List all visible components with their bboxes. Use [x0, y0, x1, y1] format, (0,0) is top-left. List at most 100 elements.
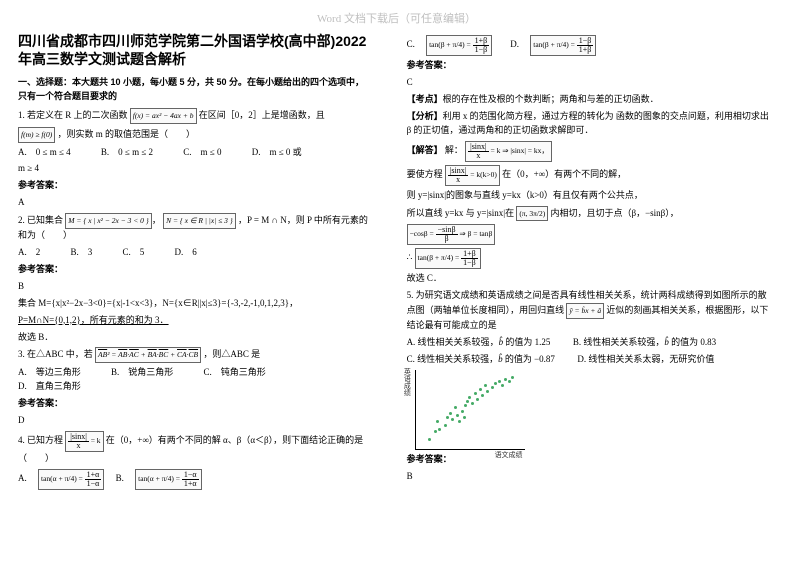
- scatter-dot: [511, 376, 514, 379]
- q4l2b: 在（0，+∞）有两个不同的解，: [502, 169, 626, 179]
- q4-den: x: [68, 442, 89, 450]
- q2-ans-label: 参考答案：: [18, 263, 371, 277]
- q4l2d: x: [448, 176, 469, 184]
- q4-fx-text: 利用 x 的范围化简方程，通过方程的转化为 函数的图象的交点问题，利用相切求出 …: [407, 111, 769, 135]
- q4-Dden: 1+β: [577, 46, 594, 54]
- q3-C: C. 钝角三角形: [204, 366, 266, 380]
- q3-options: A. 等边三角形 B. 锐角三角形 C. 钝角三角形 D. 直角三角形: [18, 366, 371, 394]
- page-columns: 四川省成都市四川师范学院第二外国语学校(高中部)2022 年高三数学文测试题含解…: [0, 32, 793, 552]
- q4-Bpre: B.: [116, 473, 133, 483]
- scatter-dot: [464, 404, 467, 407]
- scatter-dot: [476, 398, 479, 401]
- q5-B: B. 线性相关关系较强，: [573, 337, 665, 347]
- scatter-dot: [428, 438, 431, 441]
- q2-exp2: P=M∩N={0,1,2}，所有元素的和为 3．: [18, 314, 371, 328]
- q1-B: B. 0 ≤ m ≤ 2: [101, 146, 153, 160]
- scatter-dot: [463, 416, 466, 419]
- q2-C: C. 5: [123, 246, 145, 260]
- q5-reg: ŷ = b̂x + â: [566, 303, 604, 319]
- q4-jd-label: 【解答】: [407, 145, 443, 155]
- scatter-dot: [449, 412, 452, 415]
- q1-ans-label: 参考答案：: [18, 179, 371, 193]
- q2-ans: B: [18, 280, 371, 294]
- q5-stem: 5. 为研究语文成绩和英语成绩之间是否具有线性相关关系，统计两科成绩得到如图所示…: [407, 289, 775, 333]
- q4l1m: = k ⇒ |sinx| = kx，: [491, 146, 549, 155]
- q2-D: D. 6: [175, 246, 197, 260]
- scatter-dot: [479, 388, 482, 391]
- scatter-dot: [466, 400, 469, 403]
- q4-Aexp: tan(α + π/4) = 1+α1−α: [38, 469, 104, 490]
- q4-jd1: 【解答】 解： |sinx|x = k ⇒ |sinx| = kx，: [407, 141, 775, 162]
- q2-exp2-u: P=M∩N={0,1,2}，所有元素的和为 3．: [18, 315, 169, 325]
- scatter-dot: [501, 384, 504, 387]
- q4-jd6: ∴ tan(β + π/4) = 1+β1−β: [407, 248, 775, 269]
- q5-C: C. 线性相关关系较强，: [407, 354, 499, 364]
- q4-fx: 【分析】利用 x 的范围化简方程，通过方程的转化为 函数的图象的交点问题，利用相…: [407, 110, 775, 138]
- q4-l2: |sinx|x = k(k>0): [445, 165, 500, 186]
- q4l2a: 要使方程: [407, 169, 445, 179]
- q4-jd4: 所以直线 y=kx 与 y=|sinx|在 (π, 3π/2) 内相切，且切于点…: [407, 206, 775, 222]
- q4-jd7: 故选 C．: [407, 272, 775, 286]
- scatter-dot: [486, 390, 489, 393]
- q4-Dexp: tan(β + π/4) = 1−β1+β: [530, 35, 596, 56]
- q2-stem: 2. 已知集合 M = { x | x² − 2x − 3 < 0 }， N =…: [18, 213, 371, 243]
- q4-a: 4. 已知方程: [18, 435, 65, 445]
- q2-M: M = { x | x² − 2x − 3 < 0 }: [65, 213, 152, 229]
- q4-eq: |sinx|x = k: [65, 431, 103, 452]
- scatter-dot: [491, 386, 494, 389]
- q3-ans-label: 参考答案：: [18, 397, 371, 411]
- q3-b: ，则△ABC 是: [203, 349, 260, 359]
- q4-Cexp: tan(β + π/4) = 1+β1−β: [426, 35, 492, 56]
- scatter-dot: [474, 392, 477, 395]
- q4-Apre: A.: [18, 473, 36, 483]
- watermark-text: Word 文档下载后（可任意编辑）: [0, 10, 793, 26]
- q5-ans: B: [407, 470, 775, 484]
- scatter-dot: [508, 380, 511, 383]
- q4-ans-label: 参考答案：: [407, 59, 775, 73]
- q4-rhs: = k: [91, 436, 101, 445]
- q4-Cden: 1−β: [473, 46, 490, 54]
- q4-jd-a: 解：: [445, 145, 463, 155]
- q4-ans: C: [407, 76, 775, 90]
- scatter-dot: [468, 396, 471, 399]
- q4-Dpre: D.: [510, 39, 528, 49]
- left-column: 四川省成都市四川师范学院第二外国语学校(高中部)2022 年高三数学文测试题含解…: [0, 32, 389, 552]
- q4l4a: 所以直线 y=kx 与 y=|sinx|在: [407, 208, 517, 218]
- q4-jd3: 则 y=|sinx|的图象与直线 y=kx（k>0）有且仅有两个公共点，: [407, 189, 775, 203]
- q4-Alhs: tan(α + π/4) =: [41, 474, 85, 483]
- scatter-ylabel: 英语成绩: [402, 368, 413, 396]
- q1-ans: A: [18, 196, 371, 210]
- q4-kd-text: 根的存在性及根的个数判断；两角和与差的正切函数．: [443, 94, 659, 104]
- q1-cond: f(m) ≥ f(0): [18, 127, 55, 143]
- scatter-dot: [484, 384, 487, 387]
- q2-B: B. 3: [71, 246, 93, 260]
- scatter-dot: [461, 410, 464, 413]
- q5-D: D. 线性相关关系太弱，无研究价值: [577, 354, 714, 364]
- scatter-dot: [436, 420, 439, 423]
- q2-N: N = { x ∈ R | |x| ≤ 3 }: [163, 213, 236, 229]
- q1-C: C. m ≤ 0: [183, 146, 221, 160]
- q1-fx: f(x) = ax² − 4ax + b: [130, 108, 197, 124]
- q4-l1: |sinx|x = k ⇒ |sinx| = kx，: [465, 141, 552, 162]
- q4l1d: x: [468, 152, 489, 160]
- scatter-plot: 英语成绩 语文成绩: [415, 370, 525, 450]
- q4l6a: ∴: [407, 252, 415, 262]
- section-1-heading: 一、选择题：本大题共 10 小题，每小题 5 分，共 50 分。在每小题给出的四…: [18, 76, 371, 104]
- scatter-xlabel: 语文成绩: [495, 450, 523, 461]
- q1-options: A. 0 ≤ m ≤ 4 B. 0 ≤ m ≤ 2 C. m ≤ 0 D. m …: [18, 146, 371, 160]
- q2-exp1: 集合 M={x|x²−2x−3<0}={x|-1<x<3}，N={x∈R||x|…: [18, 297, 371, 311]
- q5-b3: b̂: [498, 354, 503, 364]
- q4l6l: tan(β + π/4) =: [418, 253, 462, 262]
- q1-cond-line: f(m) ≥ f(0) ，则实数 m 的取值范围是（ ）: [18, 127, 371, 143]
- q1-A: A. 0 ≤ m ≤ 4: [18, 146, 71, 160]
- q4-AB: A. tan(α + π/4) = 1+α1−α B. tan(α + π/4)…: [18, 469, 371, 490]
- scatter-dot: [494, 382, 497, 385]
- doc-title: 四川省成都市四川师范学院第二外国语学校(高中部)2022 年高三数学文测试题含解…: [18, 32, 371, 68]
- q4l6d: 1−β: [461, 259, 478, 267]
- q4l4b: 内相切，且切于点（β，−sinβ），: [550, 208, 678, 218]
- scatter-dot: [446, 416, 449, 419]
- q4-fx-label: 【分析】: [407, 111, 443, 121]
- q2-exp3: 故选 B．: [18, 331, 371, 345]
- q3-D: D. 直角三角形: [18, 380, 81, 394]
- scatter-dot: [481, 394, 484, 397]
